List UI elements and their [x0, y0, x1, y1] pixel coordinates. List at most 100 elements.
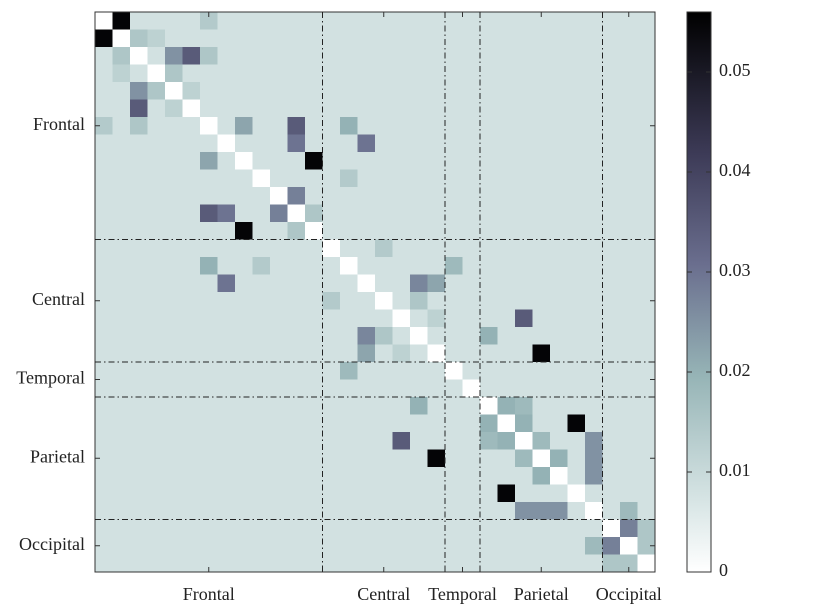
heatmap-cell [567, 82, 586, 100]
heatmap-cell [322, 239, 341, 258]
heatmap-cell [497, 467, 516, 485]
heatmap-cell [462, 187, 481, 205]
heatmap-cell [497, 362, 516, 380]
heatmap-cell [235, 449, 253, 468]
heatmap-cell [637, 379, 656, 398]
heatmap-cell [567, 169, 586, 188]
heatmap-cell [322, 117, 341, 135]
heatmap-cell [427, 537, 446, 555]
heatmap-cell [340, 327, 358, 345]
heatmap-cell [357, 309, 376, 328]
heatmap-cell [532, 274, 551, 293]
heatmap-cell [602, 309, 621, 328]
heatmap-cell [252, 187, 271, 205]
heatmap-cell [147, 344, 166, 363]
heatmap-cell [532, 64, 551, 83]
heatmap-cell [322, 467, 341, 485]
heatmap-cell [147, 537, 166, 555]
colorbar-tick-label: 0.02 [719, 360, 751, 380]
heatmap-cell [375, 362, 393, 380]
heatmap-cell [532, 484, 551, 503]
heatmap-cell [95, 344, 113, 363]
heatmap-cell [602, 117, 621, 135]
heatmap-cell [585, 257, 603, 275]
heatmap-cell [480, 502, 498, 520]
heatmap-cell [515, 169, 533, 188]
heatmap-cell [165, 554, 183, 573]
x-group-label: Occipital [596, 584, 662, 604]
heatmap-cell [375, 187, 393, 205]
heatmap-cell [602, 274, 621, 293]
heatmap-cell [392, 449, 411, 468]
heatmap-cell [357, 187, 376, 205]
heatmap-cell [410, 222, 428, 240]
heatmap-cell [497, 502, 516, 520]
heatmap-cell [182, 292, 201, 310]
heatmap-cell [200, 12, 218, 30]
heatmap-cell [497, 64, 516, 83]
heatmap-cell [270, 187, 288, 205]
heatmap-cell [235, 379, 253, 398]
heatmap-cell [235, 309, 253, 328]
heatmap-cell [550, 239, 568, 258]
heatmap-cell [410, 152, 428, 170]
heatmap-cell [165, 64, 183, 83]
heatmap-cell [567, 99, 586, 118]
heatmap-cell [182, 449, 201, 468]
heatmap-cell [392, 292, 411, 310]
heatmap-cell [375, 414, 393, 433]
heatmap-cell [165, 117, 183, 135]
heatmap-cell [427, 309, 446, 328]
heatmap-cell [182, 327, 201, 345]
heatmap-cell [147, 169, 166, 188]
heatmap-cell [392, 187, 411, 205]
heatmap-cell [95, 292, 113, 310]
heatmap-cell [462, 47, 481, 65]
heatmap-cell [445, 134, 463, 153]
heatmap-cell [200, 239, 218, 258]
heatmap-cell [602, 554, 621, 573]
heatmap-cell [532, 29, 551, 48]
heatmap-cell [637, 537, 656, 555]
heatmap-cell [165, 222, 183, 240]
heatmap-cell [392, 257, 411, 275]
heatmap-cell [532, 99, 551, 118]
heatmap-cell [165, 467, 183, 485]
heatmap-cell [497, 537, 516, 555]
heatmap-cell [112, 187, 131, 205]
heatmap-cell [340, 239, 358, 258]
heatmap-cell [480, 117, 498, 135]
heatmap-cell [637, 117, 656, 135]
heatmap-cell [567, 309, 586, 328]
heatmap-cell [182, 484, 201, 503]
heatmap-cell [375, 257, 393, 275]
heatmap-cell [602, 239, 621, 258]
heatmap-cell [252, 47, 271, 65]
heatmap-cell [252, 554, 271, 573]
heatmap-cell [480, 29, 498, 48]
heatmap-cell [182, 134, 201, 153]
heatmap-cell [217, 12, 236, 30]
heatmap-cell [392, 519, 411, 538]
heatmap-cell [375, 327, 393, 345]
heatmap-cell [130, 484, 148, 503]
heatmap-cell [532, 519, 551, 538]
heatmap-cell [270, 134, 288, 153]
heatmap-cell [462, 554, 481, 573]
heatmap-cell [322, 222, 341, 240]
heatmap-cell [217, 484, 236, 503]
heatmap-cell [427, 554, 446, 573]
heatmap-cell [130, 379, 148, 398]
heatmap-cell [252, 134, 271, 153]
heatmap-cell [410, 47, 428, 65]
heatmap-cell [567, 397, 586, 415]
heatmap-cell [637, 467, 656, 485]
heatmap-cell [147, 449, 166, 468]
heatmap-cell [462, 12, 481, 30]
heatmap-cell [497, 99, 516, 118]
heatmap-cell [217, 204, 236, 223]
heatmap-cell [182, 519, 201, 538]
heatmap-cell [602, 379, 621, 398]
heatmap-cell [445, 449, 463, 468]
heatmap-cell [200, 187, 218, 205]
